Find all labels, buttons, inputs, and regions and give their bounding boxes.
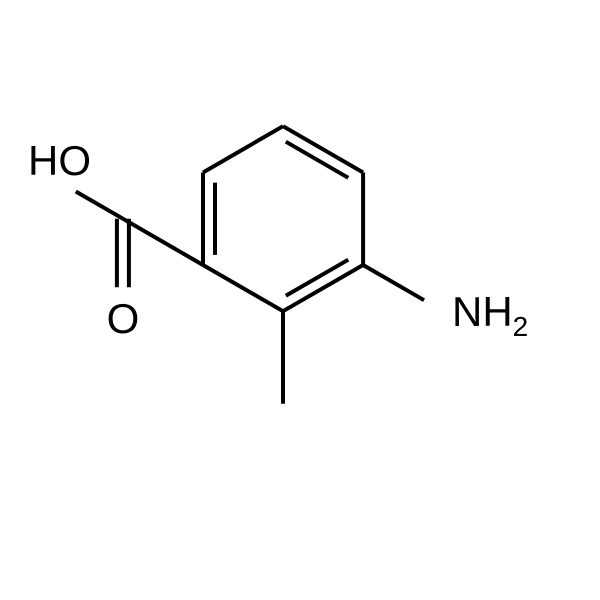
atom-label-O1: O bbox=[107, 295, 140, 342]
bond-line bbox=[123, 219, 203, 265]
molecule-diagram: O HO NH2 bbox=[0, 0, 600, 600]
bond-line bbox=[283, 126, 363, 172]
atom-label-O2: HO bbox=[28, 137, 91, 184]
atom-label-N1: NH2 bbox=[452, 288, 528, 342]
atom-labels-layer: O HO NH2 bbox=[28, 137, 528, 342]
bond-line bbox=[363, 265, 424, 300]
bond-line bbox=[203, 265, 283, 311]
bond-line bbox=[76, 192, 123, 219]
bond-line bbox=[203, 126, 283, 172]
bonds-layer bbox=[76, 126, 424, 404]
bond-line bbox=[283, 265, 363, 311]
